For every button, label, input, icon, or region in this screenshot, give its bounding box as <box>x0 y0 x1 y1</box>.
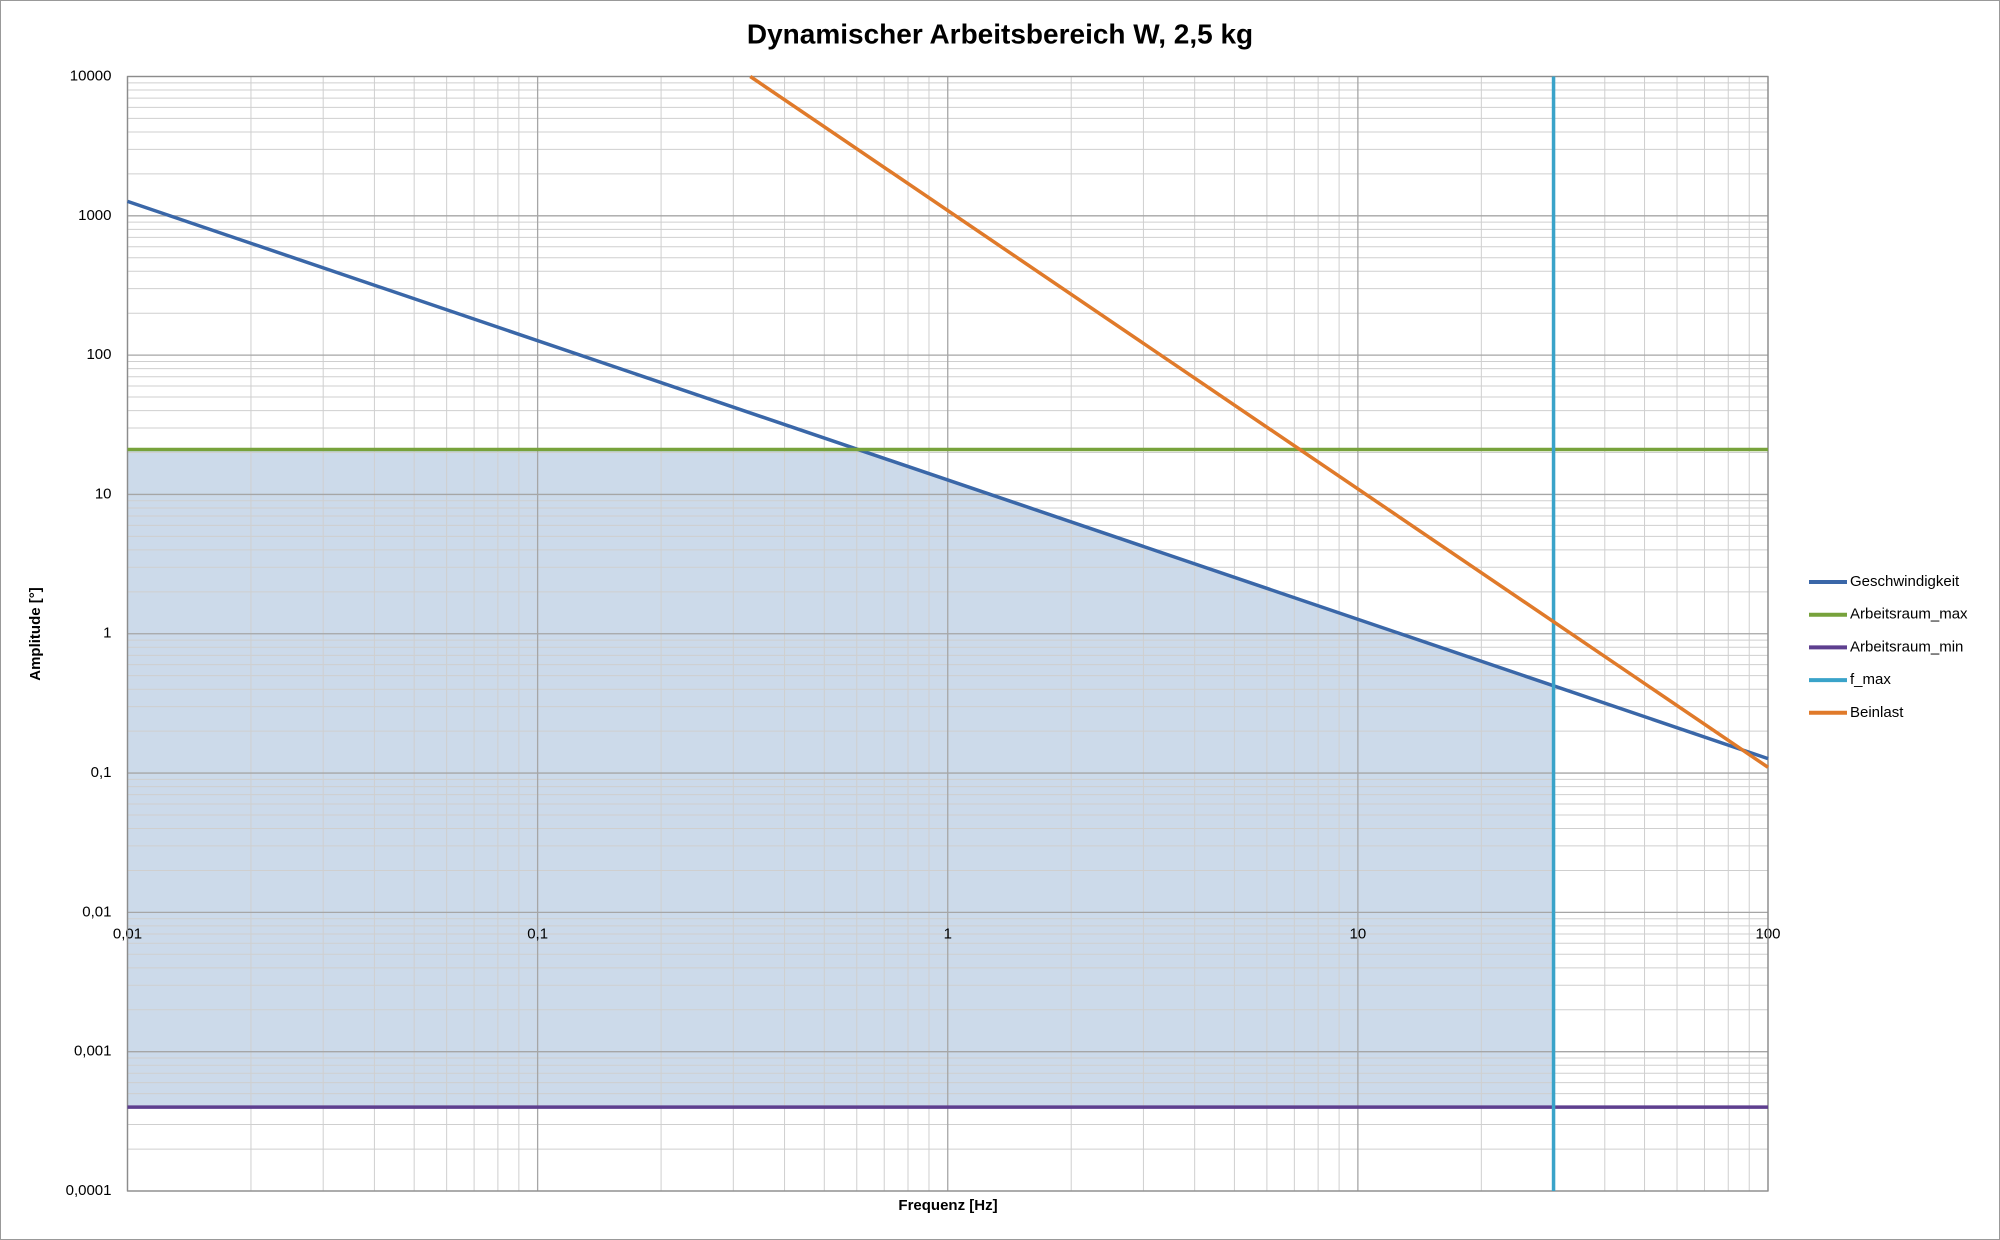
y-axis-title: Amplitude [°] <box>27 587 44 681</box>
x-tick-label: 0,1 <box>527 925 548 942</box>
y-tick-label: 10 <box>95 485 112 502</box>
x-axis-title: Frequenz [Hz] <box>898 1197 997 1214</box>
legend-label: Geschwindigkeit <box>1850 573 1960 590</box>
y-tick-label: 1000 <box>78 207 111 224</box>
y-tick-label: 0,0001 <box>66 1182 112 1199</box>
legend-label: Arbeitsraum_max <box>1850 606 1968 623</box>
legend-label: Beinlast <box>1850 704 1904 721</box>
x-tick-label: 1 <box>944 925 952 942</box>
x-tick-label: 10 <box>1350 925 1367 942</box>
y-tick-label: 0,001 <box>74 1043 112 1060</box>
y-tick-label: 10000 <box>70 67 112 84</box>
legend-label: Arbeitsraum_min <box>1850 638 1963 655</box>
y-tick-label: 0,1 <box>91 764 112 781</box>
working-area <box>127 449 1554 1108</box>
y-tick-label: 0,01 <box>82 903 111 920</box>
chart-title: Dynamischer Arbeitsbereich W, 2,5 kg <box>747 18 1253 49</box>
legend-label: f_max <box>1850 671 1891 688</box>
plot-border <box>126 75 1769 1192</box>
series-line <box>749 75 1769 769</box>
y-tick-label: 100 <box>86 346 111 363</box>
series-line <box>126 199 1769 761</box>
y-tick-label: 1 <box>103 625 111 642</box>
